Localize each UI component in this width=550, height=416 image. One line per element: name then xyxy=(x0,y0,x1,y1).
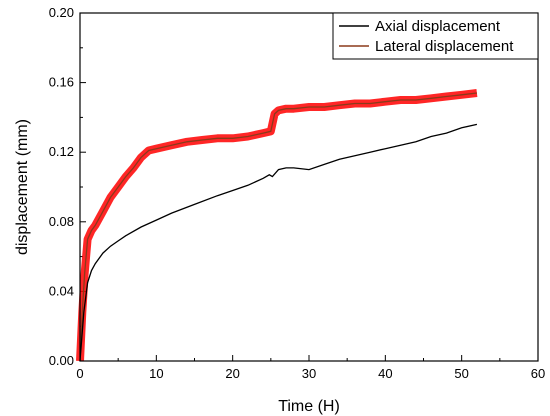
legend-label-lateral: Lateral displacement xyxy=(375,38,514,55)
series-lateral-line xyxy=(79,92,477,362)
x-tick-label: 40 xyxy=(378,366,392,381)
series-axial-line xyxy=(79,123,478,362)
y-tick-label: 0.08 xyxy=(49,214,74,229)
y-tick-label: 0.16 xyxy=(49,75,74,90)
x-axis-title: Time (H) xyxy=(278,398,340,415)
legend-label-axial: Axial displacement xyxy=(375,18,501,35)
x-tick-label: 50 xyxy=(454,366,468,381)
y-tick-label: 0.04 xyxy=(49,283,74,298)
legend-box xyxy=(332,12,539,60)
series-layer xyxy=(76,89,478,362)
y-tick-label: 0.20 xyxy=(49,5,74,20)
y-tick-label: 0.00 xyxy=(49,353,74,368)
x-tick-label: 30 xyxy=(302,366,316,381)
x-tick-label: 10 xyxy=(149,366,163,381)
plot-frame xyxy=(79,12,539,362)
legend: Axial displacement Lateral displacement xyxy=(332,12,539,60)
y-axis-title: displacement (mm) xyxy=(14,119,31,255)
y-tick-label: 0.12 xyxy=(49,144,74,159)
x-tick-label: 20 xyxy=(225,366,239,381)
x-tick-label: 0 xyxy=(76,366,83,381)
axis-ticks: 0 10 20 30 40 50 60 0.00 0.04 0.08 0.12 0.16 0.20 xyxy=(49,5,546,381)
x-tick-label: 60 xyxy=(531,366,545,381)
series-lateral-band xyxy=(76,89,478,362)
